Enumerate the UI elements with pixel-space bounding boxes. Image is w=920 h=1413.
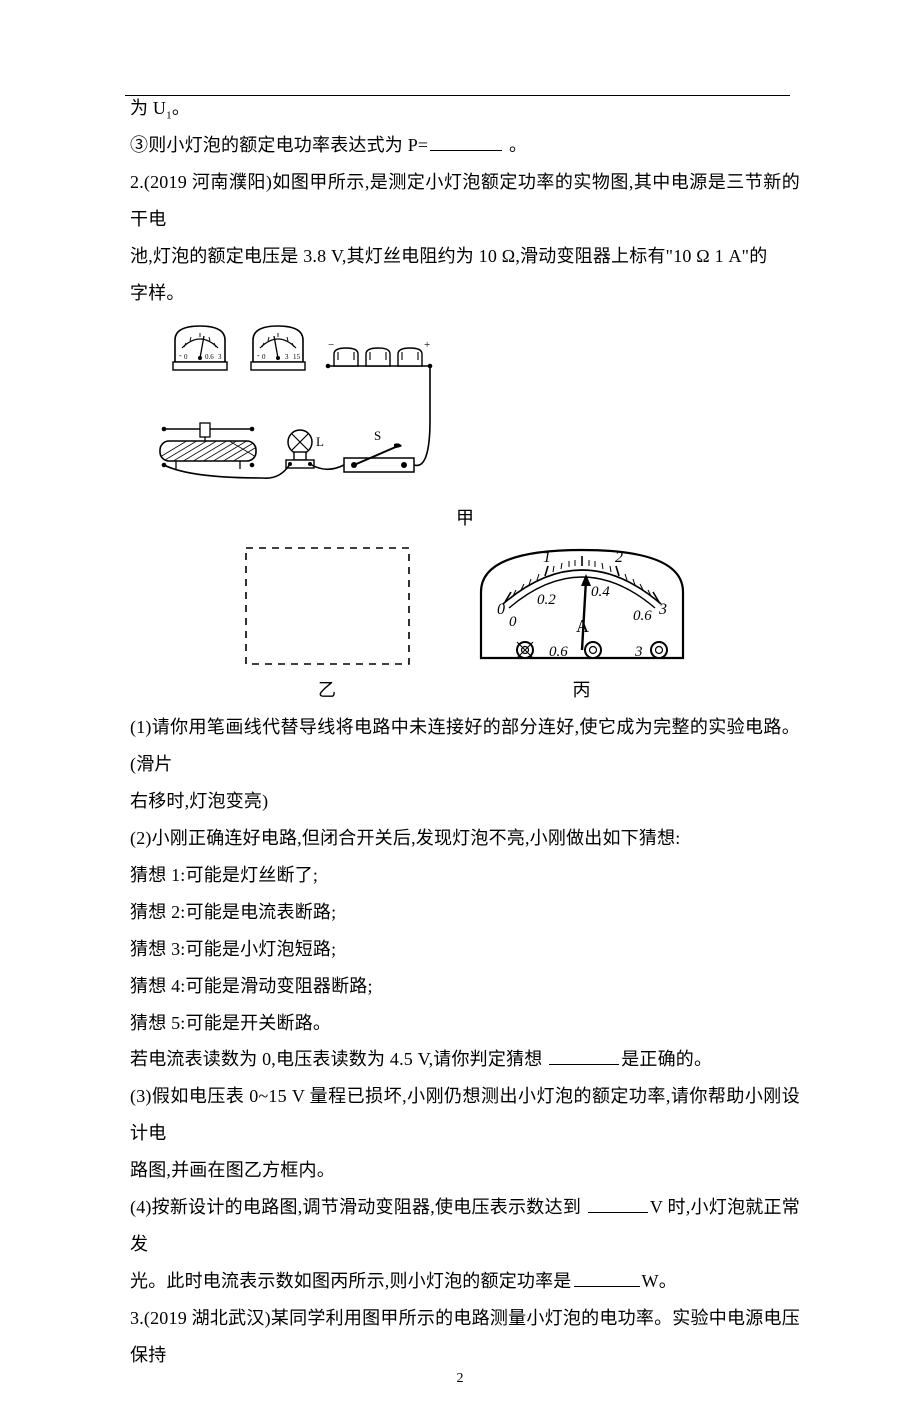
q2-line1: 2.(2019 河南濮阳)如图甲所示,是测定小灯泡额定功率的实物图,其中电源是三… (130, 164, 800, 238)
term-0.6: 0.6 (549, 644, 568, 660)
q2-4a: (4)按新设计的电路图,调节滑动变阻器,使电压表示数达到 V 时,小灯泡就正常发 (130, 1189, 800, 1263)
caption-bing: 丙 (573, 672, 591, 709)
text: 若电流表读数为 0,电压表读数为 4.5 V,请你判定猜想 (130, 1049, 542, 1069)
term-3: 3 (634, 644, 643, 660)
svg-text:0: 0 (262, 353, 266, 361)
scale-0.4: 0.4 (591, 584, 610, 600)
scale-0-top: 0 (497, 601, 505, 618)
scale-2: 2 (615, 549, 623, 566)
svg-text:L: L (316, 434, 324, 449)
blank-watt (574, 1267, 640, 1287)
svg-text:−: − (328, 339, 334, 351)
q2-3a: (3)假如电压表 0~15 V 量程已损坏,小刚仍想测出小灯泡的额定功率,请你帮… (130, 1078, 800, 1152)
scale-0.6: 0.6 (633, 608, 652, 624)
header-rule (125, 95, 790, 96)
guess-2: 猜想 2:可能是电流表断路; (130, 894, 800, 931)
figure-jia: 0 0.6 3 - 0 3 (130, 320, 800, 537)
guess-3: 猜想 3:可能是小灯泡短路; (130, 931, 800, 968)
svg-text:15: 15 (293, 353, 301, 361)
scale-1: 1 (543, 549, 551, 566)
caption-yi: 乙 (318, 672, 336, 709)
text: ③则小灯泡的额定电功率表达式为 P= (130, 135, 428, 155)
blank-judge (549, 1046, 619, 1066)
figure-row-yi-bing: 乙 (130, 542, 800, 709)
q2-3b: 路图,并画在图乙方框内。 (130, 1152, 800, 1189)
caption-jia: 甲 (130, 500, 800, 537)
q2-line2: 池,灯泡的额定电压是 3.8 V,其灯丝电阻约为 10 Ω,滑动变阻器上标有"1… (130, 238, 800, 275)
svg-text:3: 3 (285, 353, 289, 361)
q2-4b: 光。此时电流表示数如图丙所示,则小灯泡的额定功率是 W。 (130, 1263, 800, 1300)
scale-0.2: 0.2 (537, 592, 556, 608)
q3-line: 3.(2019 湖北武汉)某同学利用图甲所示的电路测量小灯泡的电功率。实验中电源… (130, 1300, 800, 1374)
text: (4)按新设计的电路图,调节滑动变阻器,使电压表示数达到 (130, 1197, 586, 1217)
blank-volt (588, 1193, 648, 1213)
text: 是正确的。 (621, 1049, 712, 1069)
guess-5: 猜想 5:可能是开关断路。 (130, 1005, 800, 1042)
page-number: 2 (0, 1365, 920, 1394)
text: 光。此时电流表示数如图丙所示,则小灯泡的额定功率是 (130, 1271, 572, 1291)
svg-text:+: + (424, 339, 430, 351)
text: W。 (642, 1271, 677, 1291)
blank-power (430, 131, 502, 151)
svg-text:S: S (374, 428, 381, 443)
ammeter-panel-bing: 0 1 2 3 0 0.2 0.4 0.6 A (473, 542, 691, 670)
svg-text:-: - (257, 351, 260, 360)
q2-2: (2)小刚正确连好电路,但闭合开关后,发现灯泡不亮,小刚做出如下猜想: (130, 820, 800, 857)
svg-text:0.6: 0.6 (205, 353, 214, 361)
q2-line3: 字样。 (130, 275, 800, 312)
svg-text:0: 0 (184, 353, 188, 361)
judge-line: 若电流表读数为 0,电压表读数为 4.5 V,请你判定猜想 是正确的。 (130, 1041, 800, 1078)
dashed-box-yi (240, 542, 415, 670)
text: 为 U (130, 98, 166, 118)
letter-a: A (576, 616, 589, 636)
line-power-expr: ③则小灯泡的额定电功率表达式为 P= 。 (130, 127, 800, 164)
q2-1b: 右移时,灯泡变亮) (130, 783, 800, 820)
scale-0-bot: 0 (509, 614, 517, 630)
svg-text:3: 3 (218, 353, 222, 361)
circuit-diagram-jia: 0 0.6 3 - 0 3 (130, 320, 436, 498)
svg-text:-: - (179, 351, 182, 360)
text: 。 (172, 98, 190, 118)
scale-3: 3 (658, 601, 667, 618)
guess-1: 猜想 1:可能是灯丝断了; (130, 857, 800, 894)
guess-4: 猜想 4:可能是滑动变阻器断路; (130, 968, 800, 1005)
q2-1a: (1)请你用笔画线代替导线将电路中未连接好的部分连好,使它成为完整的实验电路。(… (130, 709, 800, 783)
text: 。 (504, 135, 527, 155)
